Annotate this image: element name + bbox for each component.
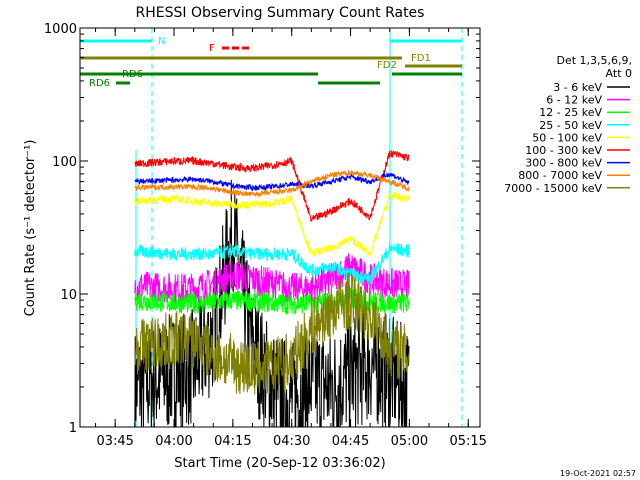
legend-label: 50 - 100 keV [532, 131, 602, 144]
flag-label-rd6: RD6 [89, 78, 110, 89]
y-tick-label: 10 [60, 288, 77, 303]
legend-label: 12 - 25 keV [539, 106, 602, 119]
legend-title-line-2: Att 0 [606, 67, 632, 80]
y-tick-label: 100 [52, 155, 77, 170]
legend-title-line-1: Det 1,3,5,6,9, [556, 54, 632, 67]
y-axis-label: Count Rate (s⁻¹ detector⁻¹) [23, 140, 38, 317]
series-line [134, 172, 410, 192]
flag-label-rd6: RD6 [122, 69, 143, 80]
x-tick-label: 04:15 [214, 434, 251, 449]
timestamp: 19-Oct-2021 02:57 [560, 469, 636, 478]
x-axis-label: Start Time (20-Sep-12 03:36:02) [174, 456, 385, 471]
x-tick-label: 04:45 [332, 434, 369, 449]
series-line [134, 271, 410, 395]
plot-frame [79, 27, 481, 428]
legend-label: 800 - 7000 keV [518, 169, 602, 182]
x-tick-label: 05:15 [449, 434, 486, 449]
flag-label-f: F [209, 43, 215, 54]
series-line [134, 179, 410, 427]
x-tick-label: 04:00 [155, 434, 192, 449]
series-line [134, 149, 410, 223]
series-line [134, 242, 410, 285]
y-tick-label: 1000 [44, 22, 77, 37]
flag-label-fd2: FD2 [377, 60, 397, 71]
y-tick-label: 1 [69, 421, 77, 436]
x-tick-label: 03:45 [96, 434, 133, 449]
legend-label: 100 - 300 keV [525, 144, 602, 157]
series-line [134, 169, 410, 198]
legend-label: 3 - 6 keV [553, 81, 602, 94]
x-axis: 03:45 04:00 04:15 04:30 04:45 05:00 05:15 [95, 28, 487, 449]
chart-title: RHESSI Observing Summary Count Rates [136, 5, 425, 21]
series-line [134, 191, 410, 258]
legend-label: 6 - 12 keV [546, 94, 602, 107]
legend-label: 7000 - 15000 keV [504, 182, 602, 195]
series-traces [134, 149, 410, 427]
flag-label-n: N [158, 36, 165, 47]
legend-label: 300 - 800 keV [525, 157, 602, 170]
legend-label: 25 - 50 keV [539, 119, 602, 132]
x-tick-label: 04:30 [273, 434, 310, 449]
y-axis: 1 10 100 1000 [44, 22, 480, 436]
flag-label-fd1: FD1 [411, 53, 431, 64]
x-tick-label: 05:00 [391, 434, 428, 449]
